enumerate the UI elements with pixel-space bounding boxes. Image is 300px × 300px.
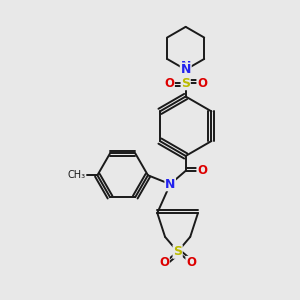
Text: O: O	[164, 76, 174, 90]
Text: O: O	[186, 256, 196, 269]
Text: O: O	[197, 164, 207, 177]
Text: N: N	[181, 63, 191, 76]
Text: N: N	[165, 178, 175, 191]
Text: N: N	[181, 60, 191, 73]
Text: O: O	[159, 256, 169, 269]
Text: S: S	[181, 76, 190, 90]
Text: O: O	[197, 76, 207, 90]
Text: CH₃: CH₃	[68, 170, 85, 180]
Text: S: S	[173, 245, 182, 258]
